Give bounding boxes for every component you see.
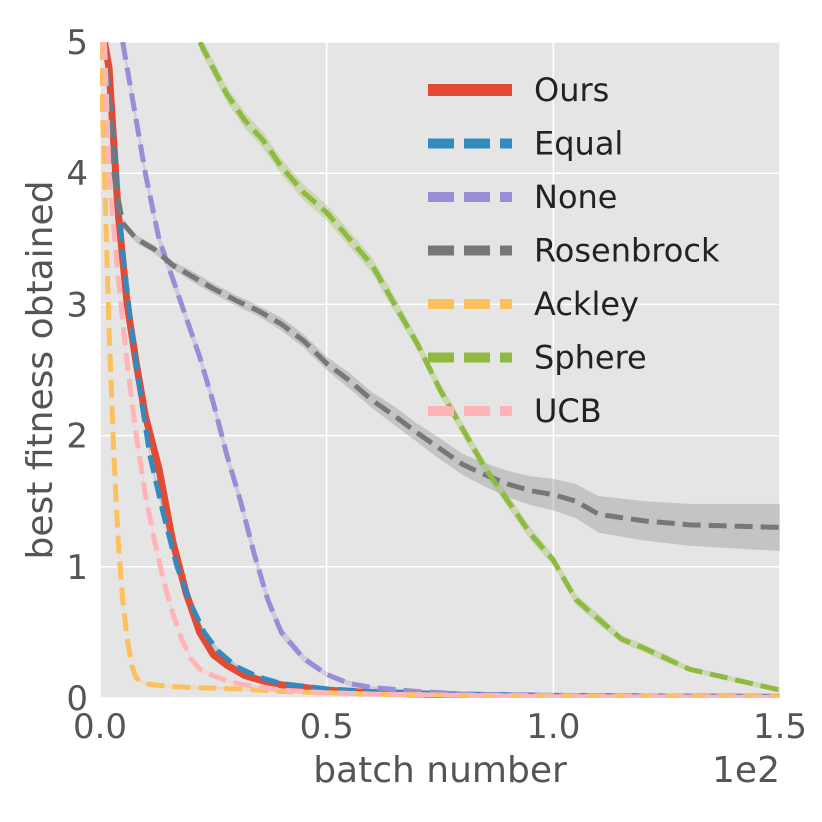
x-tick-label: 1.5 <box>753 707 807 747</box>
x-tick-labels: 0.0 0.5 1.0 1.5 <box>73 707 807 747</box>
legend-label-rosenbrock: Rosenbrock <box>534 232 720 270</box>
y-tick-label: 1 <box>66 548 88 588</box>
legend-label-none: None <box>534 178 617 216</box>
grid-lines <box>99 41 781 699</box>
plot-background <box>100 42 780 698</box>
line-sphere <box>197 42 780 693</box>
y-tick-label: 0 <box>66 679 88 719</box>
legend-label-equal: Equal <box>534 125 623 163</box>
y-tick-label: 5 <box>66 23 88 63</box>
y-tick-label: 3 <box>66 285 88 325</box>
y-tick-label: 4 <box>66 154 88 194</box>
x-tick-label: 0.0 <box>73 707 127 747</box>
legend: Ours Equal None Rosenbrock Ackley Sphere UCB <box>428 71 720 430</box>
line-rosenbrock <box>102 42 780 530</box>
line-equal <box>102 42 780 698</box>
x-axis-label: batch number <box>313 750 567 791</box>
x-axis-scale-label: 1e2 <box>712 750 780 791</box>
y-axis-label: best fitness obtained <box>20 181 61 560</box>
legend-label-ucb: UCB <box>534 392 602 430</box>
line-none <box>120 42 780 698</box>
legend-label-ackley: Ackley <box>534 285 639 323</box>
legend-label-sphere: Sphere <box>534 339 647 377</box>
x-tick-label: 1.0 <box>526 707 580 747</box>
legend-label-ours: Ours <box>534 71 609 109</box>
series-lines <box>100 42 780 698</box>
y-tick-label: 2 <box>66 417 88 457</box>
x-tick-label: 0.5 <box>300 707 354 747</box>
y-tick-labels: 0 1 2 3 4 5 <box>66 23 88 719</box>
line-ucb <box>102 42 780 698</box>
